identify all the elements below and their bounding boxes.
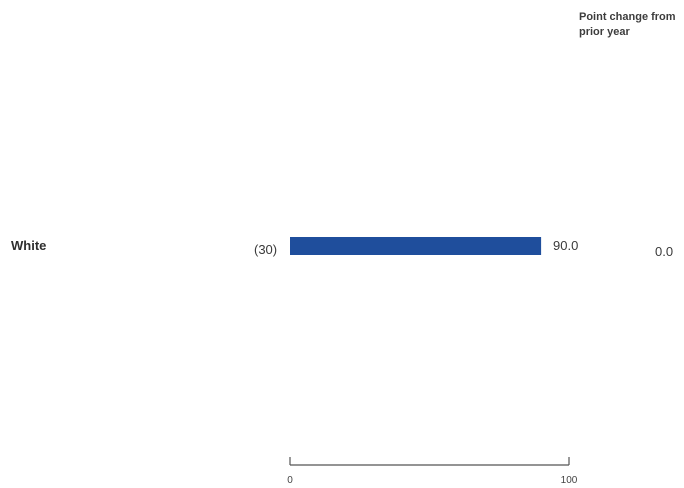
change-column-header: Point change from prior year (579, 11, 676, 38)
x-tick-label-100: 100 (561, 475, 578, 486)
point-change-value: 0.0 (655, 244, 674, 259)
bar-white (290, 237, 542, 255)
x-tick-label-0: 0 (287, 475, 293, 486)
bar-value-label: 90.0 (553, 238, 579, 253)
x-axis: 0 100 (287, 457, 578, 486)
category-label-white: White (11, 238, 47, 253)
sample-size-label: (30) (254, 242, 278, 257)
